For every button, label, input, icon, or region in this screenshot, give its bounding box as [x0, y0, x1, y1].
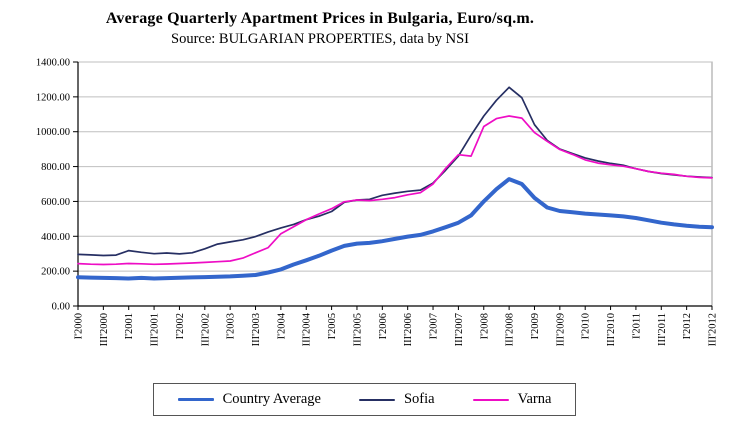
x-tick-label: III'2010	[606, 313, 617, 346]
x-tick-label: III'2004	[302, 312, 313, 346]
y-tick-label: 200.00	[41, 267, 70, 278]
x-tick-label: I'2011	[631, 313, 642, 339]
x-tick-label: I'2008	[479, 313, 490, 339]
x-tick-label: I'2007	[429, 313, 440, 339]
chart-title: Average Quarterly Apartment Prices in Bu…	[105, 10, 535, 27]
x-tick-label: III'2008	[505, 313, 516, 346]
y-tick-label: 800.00	[41, 162, 70, 173]
legend-label: Sofia	[403, 391, 435, 407]
x-tick-label: I'2000	[74, 313, 85, 339]
x-tick-label: III'2005	[352, 313, 363, 346]
x-tick-label: I'2001	[124, 313, 135, 339]
y-tick-label: 600.00	[41, 197, 70, 208]
x-tick-label: III'2000	[99, 313, 110, 346]
x-tick-label: I'2005	[327, 313, 338, 339]
legend-item-varna: Varna	[472, 391, 552, 408]
y-tick-label: 400.00	[41, 232, 70, 243]
x-tick-label: III'2011	[657, 313, 668, 346]
x-tick-label: III'2003	[251, 313, 262, 346]
x-tick-label: I'2004	[276, 312, 287, 339]
y-tick-label: 1200.00	[36, 92, 70, 103]
legend-line-sample	[177, 398, 214, 401]
legend-item-country-average: Country Average	[177, 391, 321, 408]
chart-subtitle: Source: BULGARIAN PROPERTIES, data by NS…	[171, 31, 469, 47]
series-line-country-average	[76, 177, 714, 281]
y-tick-label: 1000.00	[36, 127, 70, 138]
x-tick-label: I'2009	[530, 313, 541, 339]
x-tick-label: III'2002	[200, 313, 211, 346]
x-tick-label: III'2006	[403, 313, 414, 346]
legend-label: Country Average	[222, 391, 321, 407]
x-tick-label: III'2012	[708, 313, 719, 346]
y-tick-label: 1400.00	[36, 58, 70, 69]
legend-line-sample	[358, 398, 395, 401]
x-tick-label: III'2001	[150, 313, 161, 346]
x-tick-label: III'2009	[555, 313, 566, 346]
chart-canvas: 0.00 200.00 400.00 600.00 800.00 1000.00 1200.…	[36, 58, 719, 347]
legend-area: Country Average Sofia Varna	[0, 383, 729, 416]
x-tick-label: I'2003	[226, 313, 237, 339]
legend: Country Average Sofia Varna	[152, 383, 577, 416]
x-tick-label: I'2002	[175, 313, 186, 339]
x-tick-label: III'2007	[454, 313, 465, 346]
legend-label: Varna	[517, 391, 552, 407]
x-tick-label: I'2012	[682, 313, 693, 339]
legend-line-sample	[472, 398, 509, 401]
series-line-varna	[77, 115, 713, 266]
legend-item-sofia: Sofia	[358, 391, 435, 408]
y-tick-label: 0.00	[52, 302, 70, 313]
chart-header: Average Quarterly Apartment Prices in Bu…	[10, 0, 630, 48]
series-line-sofia	[77, 86, 713, 257]
x-tick-label: I'2006	[378, 313, 389, 339]
plot-border	[77, 61, 713, 307]
x-tick-label: I'2010	[581, 313, 592, 339]
